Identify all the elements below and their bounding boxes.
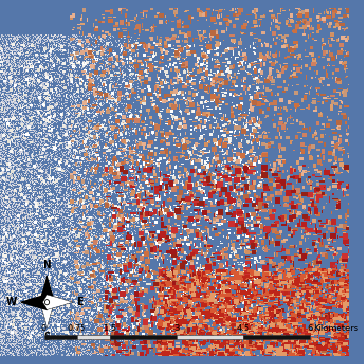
Text: 6: 6 [307,324,313,333]
Polygon shape [42,295,73,309]
Bar [177,335,244,340]
Text: 0.75: 0.75 [68,324,86,333]
Text: W: W [6,297,17,307]
Text: N: N [43,260,51,270]
Bar [44,335,77,340]
Text: 1.5: 1.5 [104,324,117,333]
Bar [244,335,310,340]
Text: E: E [77,297,84,307]
Text: 3: 3 [174,324,179,333]
Polygon shape [40,276,54,307]
Text: 0: 0 [41,324,46,333]
Polygon shape [21,295,52,309]
Circle shape [44,300,50,305]
Bar [77,335,110,340]
Text: 4.5: 4.5 [237,324,250,333]
Polygon shape [40,297,54,328]
Text: Kilometers: Kilometers [313,324,358,333]
Text: S: S [43,332,51,342]
Bar [110,335,177,340]
